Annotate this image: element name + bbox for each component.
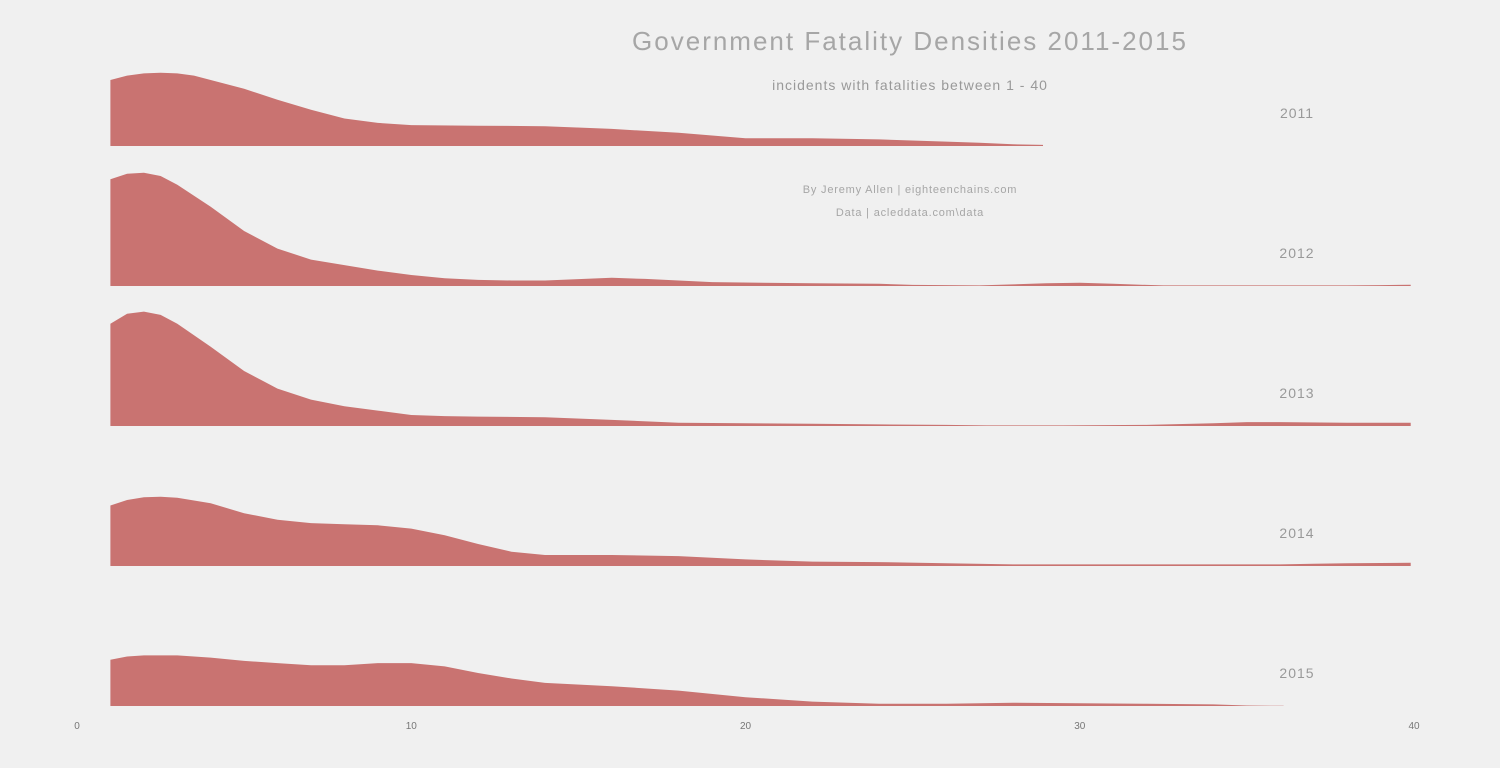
x-axis-ticks: 0 10 20 30 40 xyxy=(74,721,1420,732)
x-tick-label-10: 10 xyxy=(406,721,418,732)
density-areas xyxy=(110,72,1411,706)
x-tick-label-20: 20 xyxy=(740,721,752,732)
year-label-2011: 2011 xyxy=(1280,105,1314,121)
year-label-2014: 2014 xyxy=(1279,525,1314,541)
density-area-2015 xyxy=(110,655,1284,706)
x-tick-label-30: 30 xyxy=(1074,721,1086,732)
density-area-2012 xyxy=(110,172,1411,286)
credit-data-source: Data | acleddata.com\data xyxy=(836,207,984,219)
year-labels: 2011 2012 2013 2014 2015 xyxy=(1279,105,1314,681)
x-tick-label-40: 40 xyxy=(1408,721,1420,732)
year-label-2012: 2012 xyxy=(1279,245,1314,261)
credit-author: By Jeremy Allen | eighteenchains.com xyxy=(803,184,1017,196)
density-area-2013 xyxy=(110,311,1411,426)
chart-subtitle: incidents with fatalities between 1 - 40 xyxy=(772,77,1048,93)
density-area-2014 xyxy=(110,496,1411,566)
chart-title: Government Fatality Densities 2011-2015 xyxy=(632,26,1188,56)
year-label-2013: 2013 xyxy=(1279,385,1314,401)
density-area-2011 xyxy=(110,72,1043,146)
year-label-2015: 2015 xyxy=(1279,665,1314,681)
x-tick-label-0: 0 xyxy=(74,721,80,732)
